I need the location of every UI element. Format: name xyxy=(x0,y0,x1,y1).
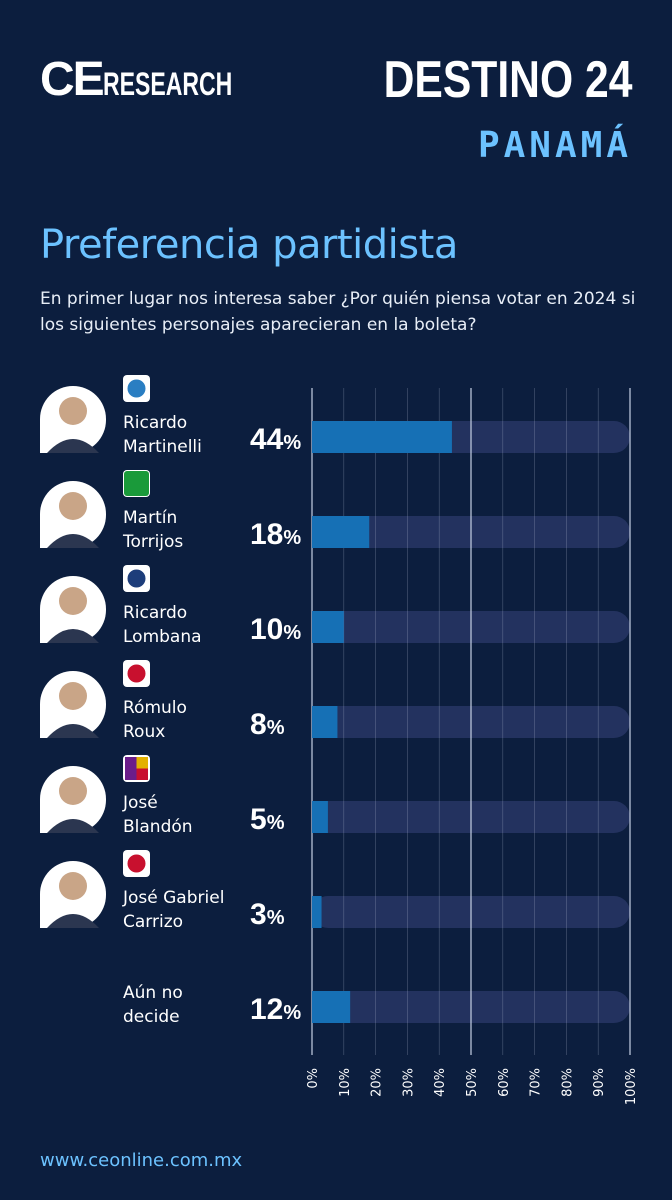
candidate-face xyxy=(59,397,87,425)
bar xyxy=(312,421,452,453)
value-label: 44% xyxy=(250,423,301,456)
candidate-face xyxy=(59,587,87,615)
category-label: Martín xyxy=(123,508,177,528)
value-label: 18% xyxy=(250,518,301,551)
category-label: Rómulo xyxy=(123,698,187,718)
bar xyxy=(312,896,322,928)
value-label: 3% xyxy=(250,898,285,931)
x-tick-label: 40% xyxy=(433,1068,448,1097)
category-label: Torrijos xyxy=(122,532,183,552)
logo-ce: CE xyxy=(40,53,105,106)
candidate-body xyxy=(47,629,99,643)
event-title: DESTINO 24 xyxy=(383,51,632,109)
category-label: Roux xyxy=(123,722,165,742)
chart-subtitle: En primer lugar nos interesa saber ¿Por … xyxy=(40,289,636,335)
category-label: Martinelli xyxy=(123,437,202,457)
x-tick-label: 0% xyxy=(306,1068,321,1089)
party-icon-fill xyxy=(127,379,146,398)
value-label: 8% xyxy=(250,708,285,741)
party-icon-fill xyxy=(127,664,146,683)
candidate-face xyxy=(59,492,87,520)
footer-url: www.ceonline.com.mx xyxy=(40,1150,243,1171)
candidate-face xyxy=(59,777,87,805)
x-tick-label: 70% xyxy=(529,1068,544,1097)
bar xyxy=(312,611,344,643)
x-tick-label: 10% xyxy=(338,1068,353,1097)
candidate-body xyxy=(47,914,99,928)
bar xyxy=(312,991,351,1023)
bar xyxy=(312,706,338,738)
category-label: Blandón xyxy=(123,817,193,837)
category-label: Ricardo xyxy=(123,413,187,433)
category-label: Aún no xyxy=(123,983,183,1003)
value-label: 10% xyxy=(250,613,301,646)
category-label: José xyxy=(122,793,158,813)
candidate-body xyxy=(47,819,99,833)
candidate-body xyxy=(47,439,99,453)
event-branding: DESTINO 24 PANAMÁ xyxy=(329,52,632,166)
party-icon-yellow xyxy=(136,757,148,769)
x-tick-label: 50% xyxy=(465,1068,480,1097)
party-icon-fill xyxy=(124,471,149,496)
category-label: José Gabriel xyxy=(122,888,224,908)
candidate-face xyxy=(59,872,87,900)
bar xyxy=(312,516,370,548)
candidate-face xyxy=(59,682,87,710)
x-tick-label: 60% xyxy=(497,1068,512,1097)
x-tick-label: 90% xyxy=(592,1068,607,1097)
party-icon-fill xyxy=(127,569,146,588)
x-tick-label: 30% xyxy=(401,1068,416,1097)
category-label: Ricardo xyxy=(123,603,187,623)
ce-research-logo: CERESEARCH xyxy=(40,56,282,104)
candidate-body xyxy=(47,724,99,738)
category-label: decide xyxy=(123,1007,180,1027)
bar xyxy=(312,801,328,833)
category-label: Carrizo xyxy=(123,912,183,932)
value-label: 5% xyxy=(250,803,285,836)
party-icon-fill xyxy=(127,854,146,873)
x-tick-label: 100% xyxy=(624,1068,639,1105)
value-label: 12% xyxy=(250,993,301,1026)
candidate-body xyxy=(47,534,99,548)
logo-research: RESEARCH xyxy=(102,66,232,102)
country-title: PANAMÁ xyxy=(477,125,632,166)
category-label: Lombana xyxy=(123,627,202,647)
x-tick-label: 80% xyxy=(560,1068,575,1097)
party-icon-purple xyxy=(125,757,137,780)
x-tick-label: 20% xyxy=(370,1068,385,1097)
chart-title: Preferencia partidista xyxy=(40,222,458,268)
party-icon-red xyxy=(136,768,148,780)
